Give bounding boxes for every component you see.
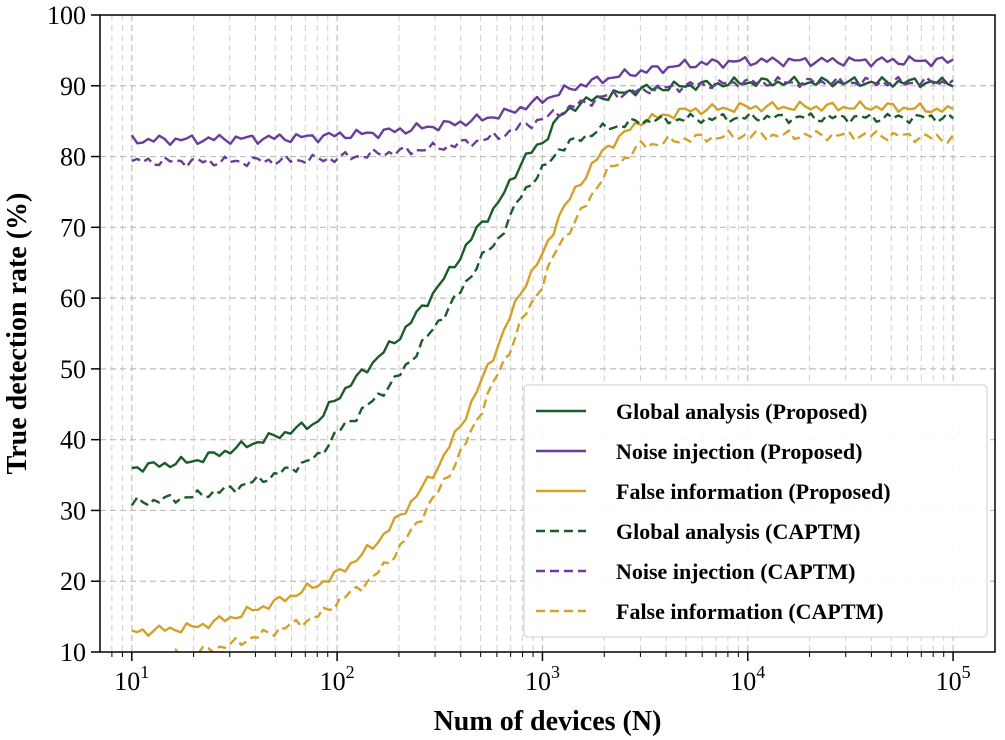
x-axis-label: Num of devices (N): [434, 706, 662, 737]
series-lines: [130, 55, 955, 652]
x-tick-label: 104: [730, 662, 765, 696]
y-tick-label: 20: [60, 567, 86, 596]
y-tick-label: 90: [60, 72, 86, 101]
y-tick-label: 60: [60, 284, 86, 313]
y-tick-label: 30: [60, 496, 86, 525]
x-tick-label: 105: [936, 662, 971, 696]
series-line-4: [131, 75, 954, 169]
series-line-1: [130, 55, 954, 147]
y-tick-label: 10: [60, 638, 86, 667]
legend-label: Global analysis (CAPTM): [616, 519, 860, 544]
y-tick-label: 40: [60, 426, 86, 455]
y-tick-label: 80: [60, 143, 86, 172]
x-tick-label: 101: [114, 662, 149, 696]
legend-label: False information (CAPTM): [616, 599, 884, 624]
y-axis-label: True detection rate (%): [2, 193, 33, 475]
y-tick-label: 70: [60, 213, 86, 242]
series-line-5: [171, 129, 955, 652]
legend-label: Noise injection (CAPTM): [616, 559, 856, 584]
x-tick-label: 102: [320, 662, 355, 696]
series-line-3: [130, 111, 954, 507]
legend-label: Global analysis (Proposed): [616, 399, 867, 424]
series-line-2: [131, 100, 954, 637]
plot-frame: [99, 14, 996, 653]
legend-box: [523, 384, 988, 638]
series-line-0: [131, 75, 954, 473]
axes: 101 102 103 104 105 10 20 30 40 50 60 70 80 90 100: [47, 1, 971, 696]
x-tick-label: 103: [525, 662, 560, 696]
y-tick-label: 100: [47, 1, 86, 30]
legend: Global analysis (Proposed) Noise injectio…: [523, 384, 988, 638]
legend-label: Noise injection (Proposed): [616, 439, 862, 464]
y-tick-label: 50: [60, 355, 86, 384]
legend-label: False information (Proposed): [616, 479, 891, 504]
